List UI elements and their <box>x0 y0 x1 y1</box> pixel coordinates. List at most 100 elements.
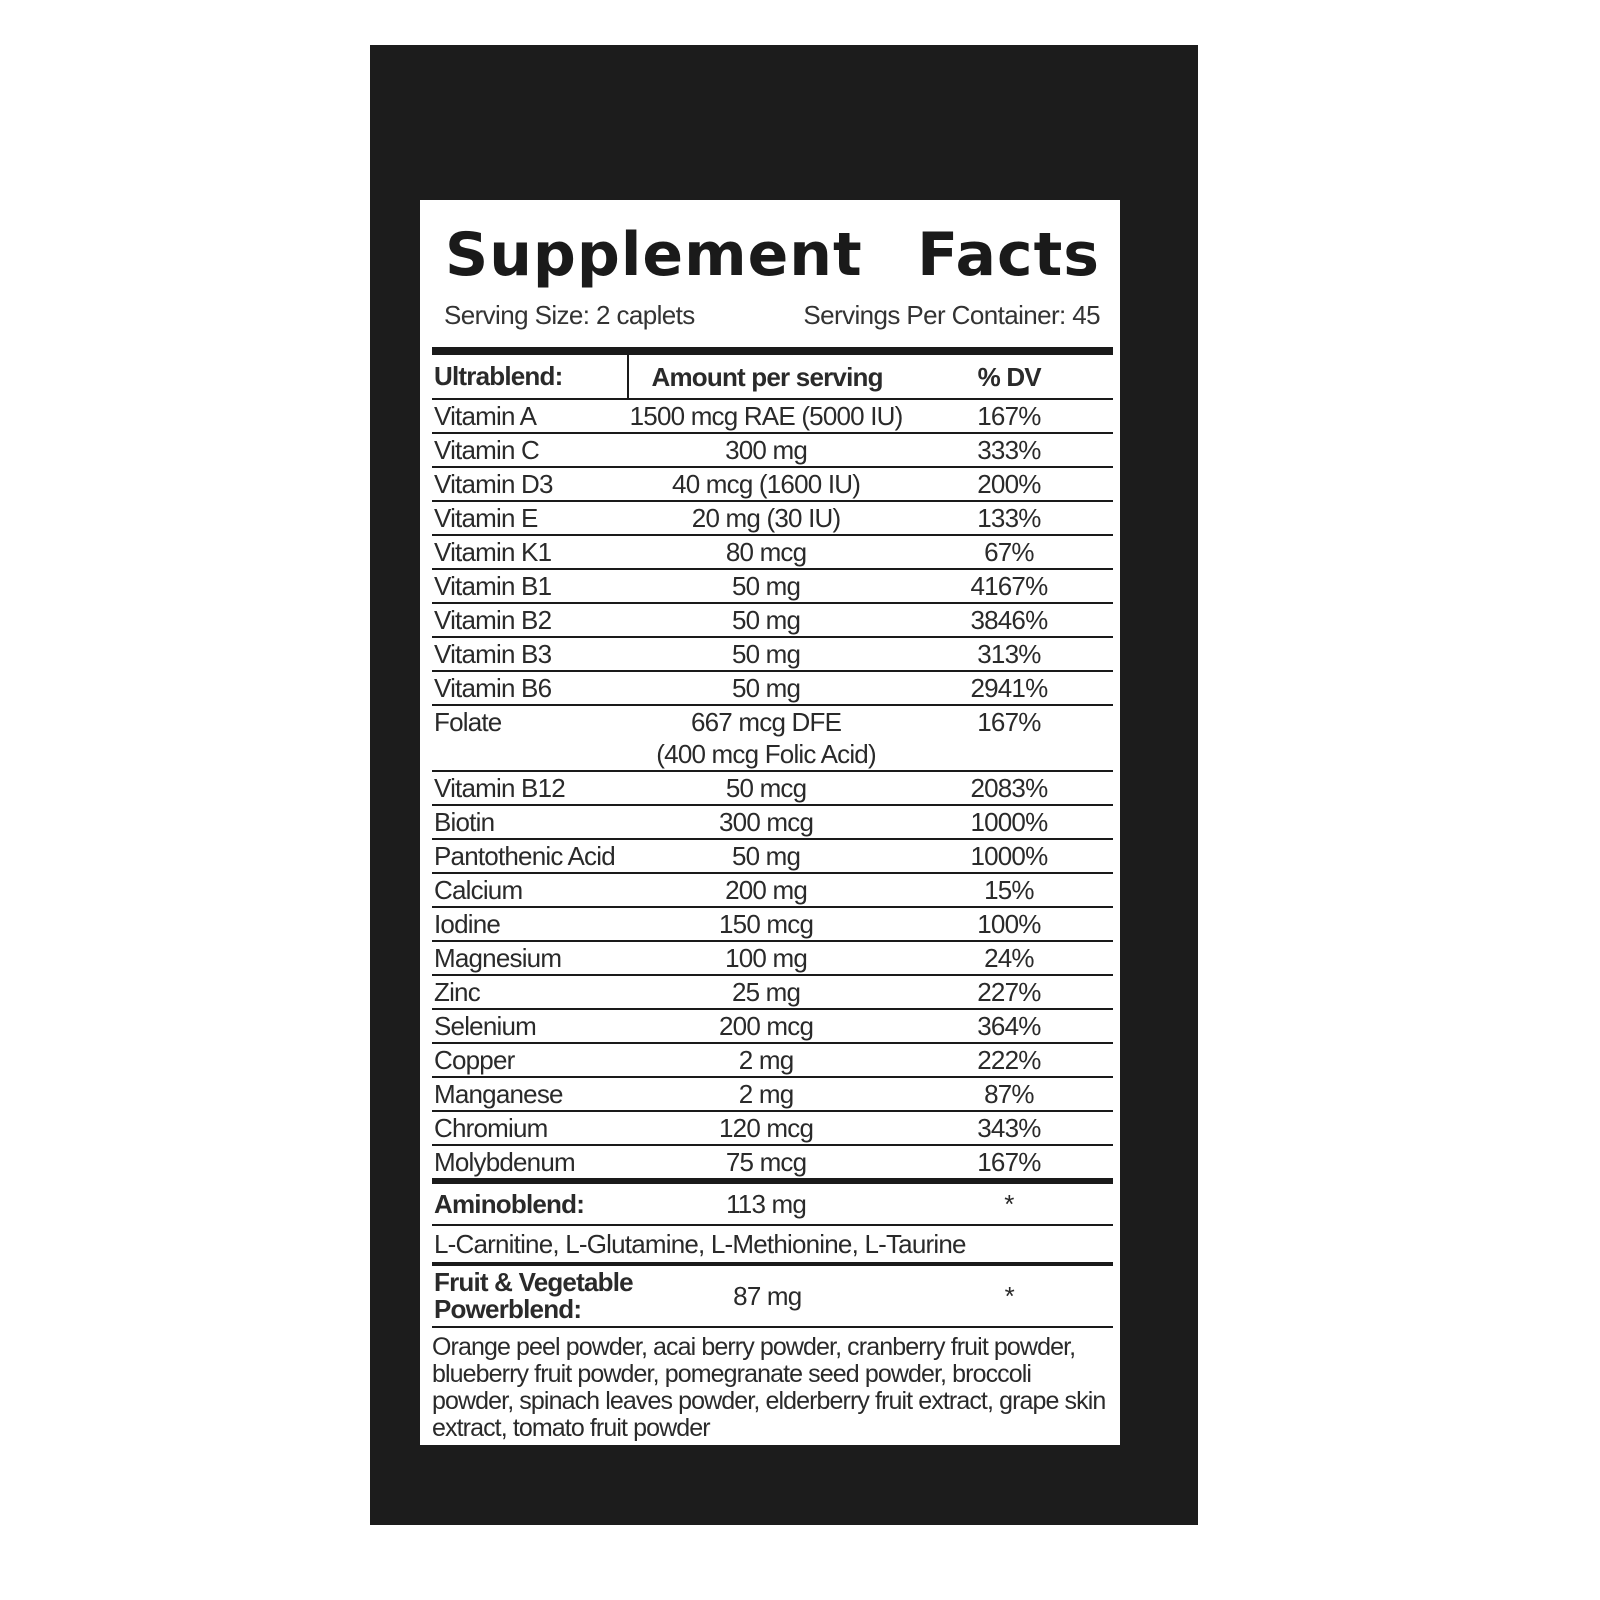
nutrient-amount: 40 mcg (1600 IU) <box>672 469 861 499</box>
aminoblend-ingredients: L-Carnitine, L-Glutamine, L-Methionine, … <box>434 1229 966 1259</box>
nutrient-row: Chromium 120 mcg 343% <box>432 1112 1113 1146</box>
nutrient-name: Copper <box>434 1045 515 1075</box>
nutrient-name: Pantothenic Acid <box>434 841 616 871</box>
nutrient-amount: 120 mcg <box>719 1113 814 1143</box>
nutrient-amount: 2 mg <box>738 1045 794 1075</box>
nutrient-name: Folate <box>434 707 502 737</box>
thick-divider <box>432 347 1113 355</box>
nutrient-row: Pantothenic Acid 50 mg 1000% <box>432 840 1113 874</box>
nutrient-row: Vitamin E 20 mg (30 IU) 133% <box>432 502 1113 536</box>
nutrient-dv: 15% <box>984 875 1034 905</box>
nutrient-dv: 100% <box>977 909 1041 939</box>
nutrient-row: Vitamin B1 50 mg 4167% <box>432 570 1113 604</box>
nutrient-dv: 87% <box>984 1079 1034 1109</box>
nutrient-row: Vitamin B12 50 mcg 2083% <box>432 772 1113 806</box>
nutrient-row: Magnesium 100 mg 24% <box>432 942 1113 976</box>
nutrient-name: Biotin <box>434 807 495 837</box>
nutrient-amount: 80 mcg <box>725 537 807 567</box>
nutrient-amount: 1500 mcg RAE (5000 IU) <box>629 401 904 431</box>
nutrient-name: Vitamin B6 <box>434 673 552 703</box>
nutrient-name: Iodine <box>434 909 501 939</box>
nutrient-row: Vitamin B6 50 mg 2941% <box>432 672 1113 706</box>
thick-divider <box>432 1264 1113 1266</box>
title-word-2: Facts <box>917 220 1100 290</box>
title-word-1: Supplement <box>445 220 863 290</box>
nutrient-row: Copper 2 mg 222% <box>432 1044 1113 1078</box>
nutrient-dv: 67% <box>984 537 1034 567</box>
nutrient-name: Magnesium <box>434 943 562 973</box>
nutrient-dv: 3846% <box>970 605 1048 635</box>
nutrient-amount: 200 mcg <box>719 1011 814 1041</box>
nutrient-row: Folate 667 mcg DFE (400 mcg Folic Acid) 167… <box>432 706 1113 772</box>
header-blend: Ultrablend: <box>432 355 629 398</box>
nutrient-dv: 167% <box>977 401 1041 431</box>
nutrient-name: Vitamin C <box>434 435 540 465</box>
powerblend-row: Fruit & Vegetable Powerblend: 87 mg * <box>432 1266 1113 1328</box>
nutrient-amount: 50 mg <box>731 605 801 635</box>
nutrient-dv: 4167% <box>970 571 1048 601</box>
powerblend-name: Fruit & Vegetable Powerblend: <box>432 1269 634 1324</box>
powerblend-dv: * <box>1004 1281 1015 1311</box>
nutrient-row: Molybdenum 75 mcg 167% <box>432 1146 1113 1180</box>
header-amount: Amount per serving <box>651 361 883 392</box>
nutrient-amount: 50 mg <box>731 571 801 601</box>
nutrient-dv: 2941% <box>970 673 1048 703</box>
nutrient-dv: 200% <box>977 469 1041 499</box>
nutrient-row: Biotin 300 mcg 1000% <box>432 806 1113 840</box>
nutrient-amount: 50 mg <box>731 841 801 871</box>
nutrient-name: Vitamin E <box>434 503 538 533</box>
nutrient-name: Chromium <box>434 1113 548 1143</box>
nutrient-name: Selenium <box>434 1011 537 1041</box>
nutrient-name: Vitamin B2 <box>434 605 552 635</box>
serving-info: Serving Size: 2 caplets Servings Per Con… <box>444 300 1101 331</box>
aminoblend-row: Aminoblend: 113 mg * <box>432 1184 1113 1226</box>
nutrient-row: Manganese 2 mg 87% <box>432 1078 1113 1112</box>
facts-table: Ultrablend: Amount per serving % DV Vita… <box>432 347 1113 1442</box>
nutrient-row: Vitamin B2 50 mg 3846% <box>432 604 1113 638</box>
nutrient-amount-line2: (400 mcg Folic Acid) <box>656 739 876 769</box>
nutrient-name: Vitamin B3 <box>434 639 552 669</box>
table-header: Ultrablend: Amount per serving % DV <box>432 355 1113 400</box>
powerblend-name-line1: Fruit & Vegetable <box>434 1267 634 1297</box>
servings-per-container: Servings Per Container: 45 <box>803 300 1100 330</box>
ultrablend-rows: Vitamin A 1500 mcg RAE (5000 IU) 167% Vitam… <box>432 400 1113 1180</box>
nutrient-row: Vitamin D3 40 mcg (1600 IU) 200% <box>432 468 1113 502</box>
nutrient-name: Vitamin A <box>434 401 537 431</box>
nutrient-dv: 167% <box>977 1147 1041 1177</box>
nutrient-amount: 75 mcg <box>725 1147 807 1177</box>
nutrient-name: Vitamin K1 <box>434 537 552 567</box>
nutrient-amount-line1: 667 mcg DFE <box>690 707 842 737</box>
nutrient-dv: 227% <box>977 977 1041 1007</box>
nutrient-dv: 167% <box>977 707 1041 737</box>
nutrient-amount: 300 mcg <box>719 807 814 837</box>
aminoblend-ingredients-row: L-Carnitine, L-Glutamine, L-Methionine, … <box>432 1226 1113 1264</box>
nutrient-dv: 313% <box>977 639 1041 669</box>
aminoblend-dv: * <box>1004 1189 1014 1219</box>
nutrient-dv: 133% <box>977 503 1041 533</box>
nutrient-amount: 25 mg <box>731 977 801 1007</box>
nutrient-name: Vitamin B12 <box>434 773 566 803</box>
nutrient-name: Vitamin B1 <box>434 571 552 601</box>
nutrient-row: Selenium 200 mcg 364% <box>432 1010 1113 1044</box>
nutrient-row: Calcium 200 mg 15% <box>432 874 1113 908</box>
nutrient-amount: 100 mg <box>725 943 808 973</box>
nutrient-name: Molybdenum <box>434 1147 576 1177</box>
panel-title: Supplement Facts <box>445 220 1100 290</box>
nutrient-name: Zinc <box>434 977 481 1007</box>
powerblend-amount: 87 mg <box>733 1281 802 1311</box>
serving-size: Serving Size: 2 caplets <box>444 300 695 330</box>
thick-divider <box>432 1180 1113 1184</box>
header-dv: % DV <box>977 361 1042 392</box>
powerblend-name-line2: Powerblend: <box>434 1294 582 1324</box>
nutrient-name: Manganese <box>434 1079 563 1109</box>
nutrient-row: Iodine 150 mcg 100% <box>432 908 1113 942</box>
aminoblend-name: Aminoblend: <box>434 1189 585 1219</box>
nutrient-amount: 150 mcg <box>719 909 814 939</box>
nutrient-amount: 50 mg <box>731 639 801 669</box>
nutrient-row: Vitamin B3 50 mg 313% <box>432 638 1113 672</box>
nutrient-row: Vitamin K1 80 mcg 67% <box>432 536 1113 570</box>
nutrient-dv: 1000% <box>970 807 1048 837</box>
nutrient-dv: 2083% <box>970 773 1048 803</box>
nutrient-name: Vitamin D3 <box>434 469 553 499</box>
nutrient-dv: 364% <box>977 1011 1041 1041</box>
